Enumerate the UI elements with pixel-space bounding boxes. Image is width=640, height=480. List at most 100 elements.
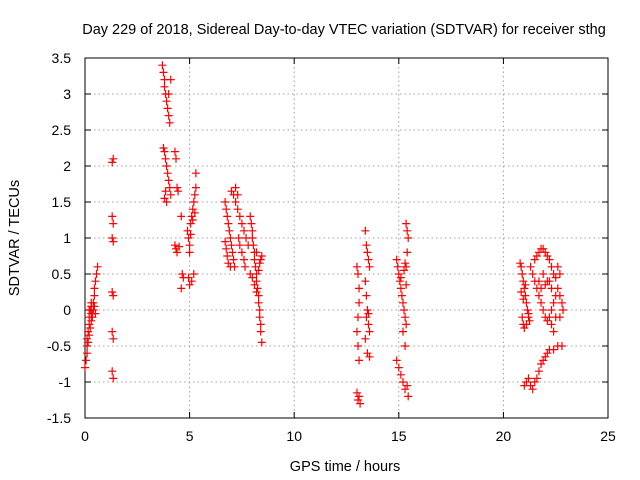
data-point: [108, 288, 117, 296]
data-point: [401, 313, 410, 322]
data-point: [354, 270, 363, 278]
data-point: [364, 255, 373, 264]
data-point: [247, 219, 256, 228]
data-point: [239, 226, 248, 235]
data-point: [185, 241, 194, 250]
data-point: [83, 334, 92, 343]
data-point: [393, 262, 402, 271]
data-point: [234, 234, 243, 242]
data-point: [553, 262, 562, 271]
data-point: [190, 190, 199, 199]
data-point: [185, 248, 194, 257]
data-point: [190, 208, 199, 217]
data-point: [256, 327, 265, 336]
data-point: [400, 306, 409, 314]
data-point: [166, 190, 175, 199]
data-point: [223, 212, 232, 221]
data-point: [86, 324, 95, 332]
data-point: [555, 270, 564, 278]
data-point: [225, 226, 234, 235]
y-tick-label: 1: [63, 230, 71, 246]
y-tick-label: 0.5: [52, 266, 72, 282]
data-point: [162, 97, 171, 106]
data-point: [233, 190, 242, 199]
data-point: [81, 363, 89, 372]
data-point: [354, 396, 363, 404]
data-point: [231, 198, 240, 206]
data-point: [526, 381, 535, 390]
data-point: [355, 356, 364, 365]
data-point: [184, 234, 193, 242]
data-point: [252, 277, 261, 286]
data-point: [526, 262, 535, 271]
data-point: [92, 270, 101, 278]
x-tick-label: 25: [600, 428, 616, 444]
y-tick-label: 2: [63, 158, 71, 174]
data-point: [400, 266, 409, 275]
data-point: [555, 291, 564, 300]
data-point: [534, 367, 543, 376]
data-point: [164, 176, 173, 185]
data-point: [109, 237, 118, 246]
data-point: [226, 262, 235, 271]
data-point: [517, 262, 526, 271]
y-tick-label: 3: [63, 86, 71, 102]
x-tick-label: 0: [81, 428, 89, 444]
data-point: [159, 68, 168, 77]
data-point: [108, 212, 117, 221]
data-point: [519, 277, 528, 286]
data-point: [237, 248, 246, 257]
chart-title: Day 229 of 2018, Sidereal Day-to-day VTE…: [82, 22, 606, 38]
data-point: [164, 111, 173, 120]
data-point: [252, 248, 261, 257]
data-point: [524, 309, 533, 318]
data-point: [541, 248, 550, 257]
data-point: [178, 270, 187, 278]
data-point: [401, 385, 410, 394]
data-point: [177, 212, 186, 221]
data-point: [392, 356, 401, 365]
data-point: [518, 313, 527, 322]
data-point: [160, 82, 169, 91]
data-point: [352, 262, 361, 271]
data-point: [363, 349, 372, 358]
data-point: [402, 280, 411, 289]
data-point: [255, 313, 264, 322]
data-point: [229, 255, 238, 264]
data-point: [191, 169, 200, 178]
data-point: [186, 230, 195, 239]
data-point: [549, 298, 558, 307]
data-point: [109, 154, 118, 163]
data-point: [226, 234, 235, 242]
data-point: [355, 284, 364, 293]
data-point: [222, 205, 231, 214]
data-point: [352, 327, 361, 336]
data-point: [549, 327, 558, 336]
data-point: [365, 262, 374, 271]
data-point: [363, 248, 372, 257]
data-point: [534, 291, 543, 300]
data-point: [254, 291, 263, 300]
x-tick-label: 20: [496, 428, 512, 444]
x-tick-label: 5: [186, 428, 194, 444]
data-point: [539, 356, 548, 365]
data-point: [532, 252, 541, 260]
data-point: [528, 385, 537, 394]
data-point: [396, 370, 405, 379]
data-point: [189, 198, 198, 206]
data-point: [159, 144, 168, 152]
data-point: [362, 291, 371, 300]
data-point: [173, 248, 182, 257]
data-point: [354, 313, 363, 322]
data-point: [233, 205, 242, 214]
data-point: [520, 324, 529, 332]
data-point: [160, 147, 169, 156]
data-point: [109, 334, 118, 343]
data-point: [224, 219, 233, 228]
data-point: [524, 374, 533, 383]
data-point: [223, 252, 232, 260]
data-point: [537, 284, 546, 293]
x-tick-label: 15: [391, 428, 407, 444]
data-point: [235, 241, 244, 250]
